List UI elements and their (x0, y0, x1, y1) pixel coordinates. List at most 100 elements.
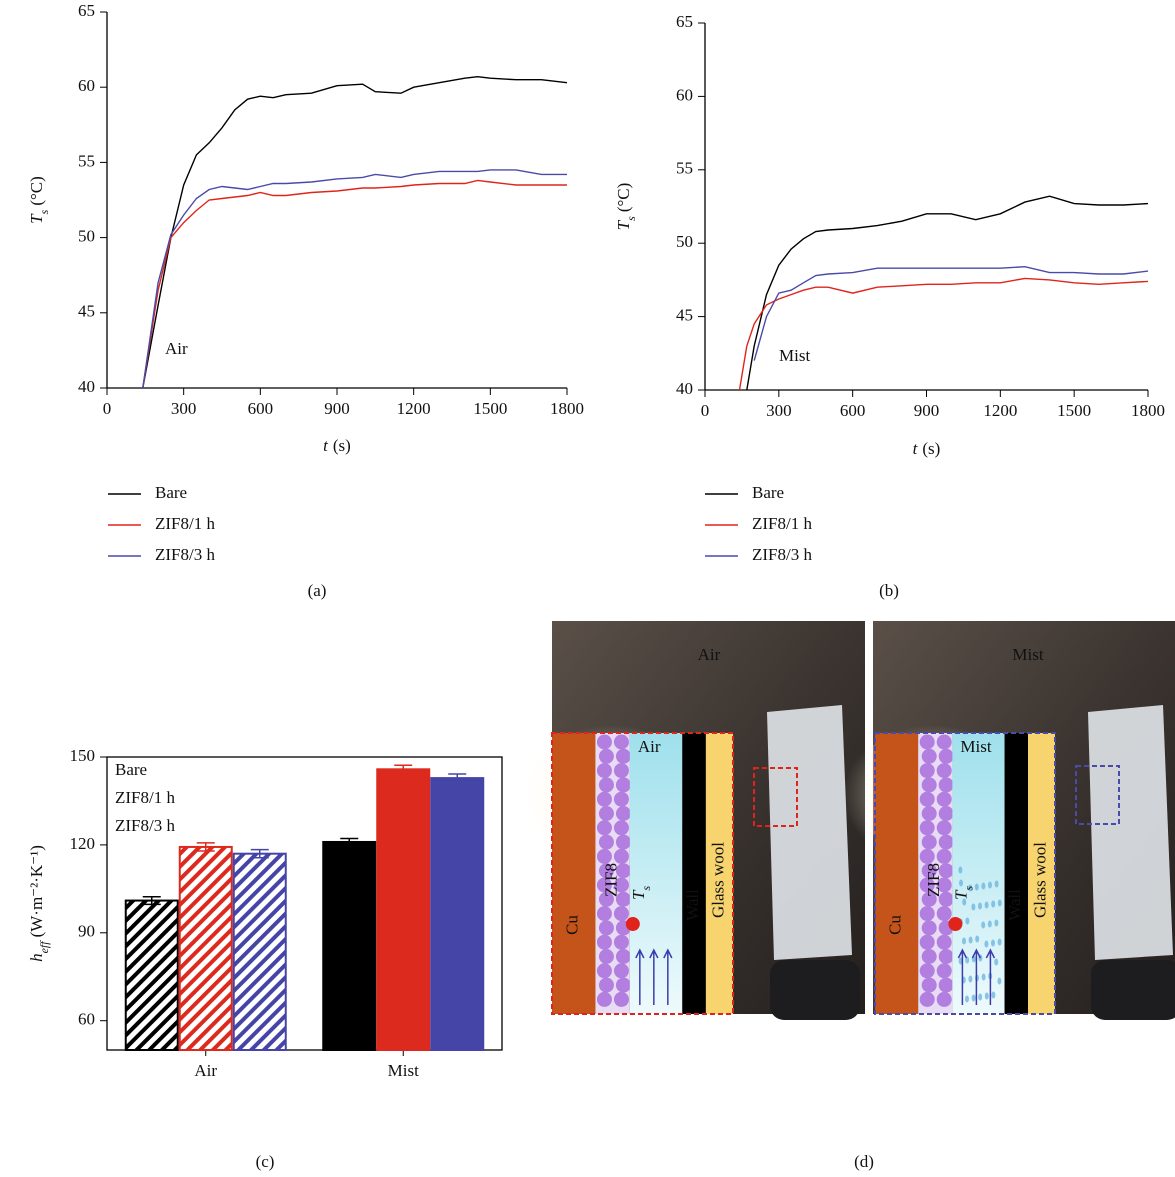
zif8-particle (936, 906, 952, 922)
zif8-particle (921, 863, 937, 879)
zif8-particle (919, 991, 935, 1007)
zif8-particle (598, 920, 614, 936)
zif8-particle (921, 748, 937, 764)
mist-droplet (997, 899, 1002, 907)
inset-gap (629, 733, 683, 1014)
medium-label: Air (638, 737, 661, 756)
flow-arrow (663, 948, 673, 1005)
zif8-particle (938, 806, 954, 821)
zif8-particle (936, 734, 952, 750)
y-axis-label: Ts (°C) (27, 176, 51, 224)
mist-droplet (958, 866, 963, 874)
mist-droplet (975, 935, 980, 943)
x-tick-label: 1500 (473, 399, 507, 418)
zif8-particle (613, 734, 629, 750)
legend-label: Bare (115, 760, 147, 779)
bar (322, 840, 377, 1051)
wall-label: Wall (1005, 889, 1024, 921)
inset-wall (1004, 733, 1028, 1014)
x-tick-label: 0 (103, 399, 112, 418)
mist-droplet (994, 880, 999, 888)
mist-droplet (971, 903, 976, 911)
legend-label: Bare (752, 483, 784, 502)
x-tick-label: 1800 (1131, 401, 1165, 420)
x-axis-label-unit: (s) (922, 439, 940, 458)
zif8-particle (919, 963, 935, 979)
zif8-particle (598, 834, 614, 850)
region-marker (1075, 765, 1120, 825)
legend-label: ZIF8/3 h (752, 545, 812, 564)
inset-wool (1028, 733, 1055, 1014)
zif8-particle (613, 763, 629, 779)
zif8-particle (596, 734, 612, 750)
x-tick-label: 600 (248, 399, 274, 418)
flow-arrow (649, 948, 659, 1005)
ts-sensor (625, 917, 640, 931)
nozzle (1091, 960, 1175, 1020)
zif8-particle (921, 891, 937, 907)
zif8-particle (596, 934, 612, 950)
mist-droplet (978, 993, 983, 1001)
nozzle (770, 960, 860, 1020)
zif8-particle (919, 877, 935, 893)
y-tick-label: 65 (676, 12, 693, 31)
zif8-particle (919, 734, 935, 750)
data-line (142, 169, 567, 389)
error-bar (340, 837, 359, 847)
zif8-label: ZIF8 (924, 863, 943, 897)
zif8-particle (596, 791, 612, 807)
glass-wool-label: Glass wool (1030, 842, 1049, 918)
x-tick-label: 600 (840, 401, 866, 420)
panel-label: (c) (256, 1152, 275, 1171)
y-tick-label: 55 (78, 151, 95, 170)
ts-label-main: T (629, 889, 648, 900)
error-bar (142, 896, 161, 906)
mist-droplet (974, 883, 979, 891)
zif8-particle (919, 820, 935, 836)
data-line (738, 277, 1149, 391)
zif8-particle (596, 963, 612, 979)
x-axis-label-unit: (s) (333, 436, 351, 455)
zif8-particle (936, 763, 952, 779)
mist-droplet (978, 902, 982, 910)
mist-droplet (997, 938, 1002, 946)
mist-droplet (997, 977, 1002, 985)
y-tick-label: 60 (78, 76, 95, 95)
mist-droplet (987, 920, 992, 928)
zif8-particle (919, 791, 935, 807)
mist-droplet (968, 936, 973, 944)
y-tick-label: 90 (78, 922, 95, 941)
mist-droplet (991, 939, 995, 947)
mist-droplet (984, 901, 989, 909)
region-marker (753, 767, 798, 827)
zif8-particle (938, 863, 954, 879)
x-tick-label: 300 (171, 399, 197, 418)
zif8-particle (598, 806, 614, 821)
error-bar (196, 842, 215, 852)
insulation (767, 705, 852, 960)
zif8-label: ZIF8 (602, 863, 621, 897)
x-tick-label: 1500 (1057, 401, 1091, 420)
zif8-particle (596, 848, 612, 864)
ts-sensor (948, 917, 963, 931)
zif8-particle (921, 806, 937, 821)
y-tick-label: 120 (70, 834, 96, 853)
zif8-particle (919, 906, 935, 922)
flow-arrow (971, 948, 982, 1005)
zif8-particle (615, 977, 631, 993)
x-axis-label-main: t (913, 439, 919, 458)
ts-label: Ts (629, 886, 653, 900)
zif8-particle (921, 949, 937, 964)
y-tick-label: 60 (676, 85, 693, 104)
zif8-particle (613, 848, 629, 864)
zif8-particle (938, 949, 954, 964)
y-axis-label-unit: (°C) (27, 176, 46, 205)
zif8-particle (615, 748, 631, 764)
zif8-particle (598, 977, 614, 993)
y-tick-label: 50 (78, 227, 95, 246)
mist-droplet (988, 881, 992, 889)
y-axis-label-sub: eff (37, 940, 51, 954)
panel-label: (a) (308, 581, 327, 600)
zif8-particle (613, 877, 629, 893)
